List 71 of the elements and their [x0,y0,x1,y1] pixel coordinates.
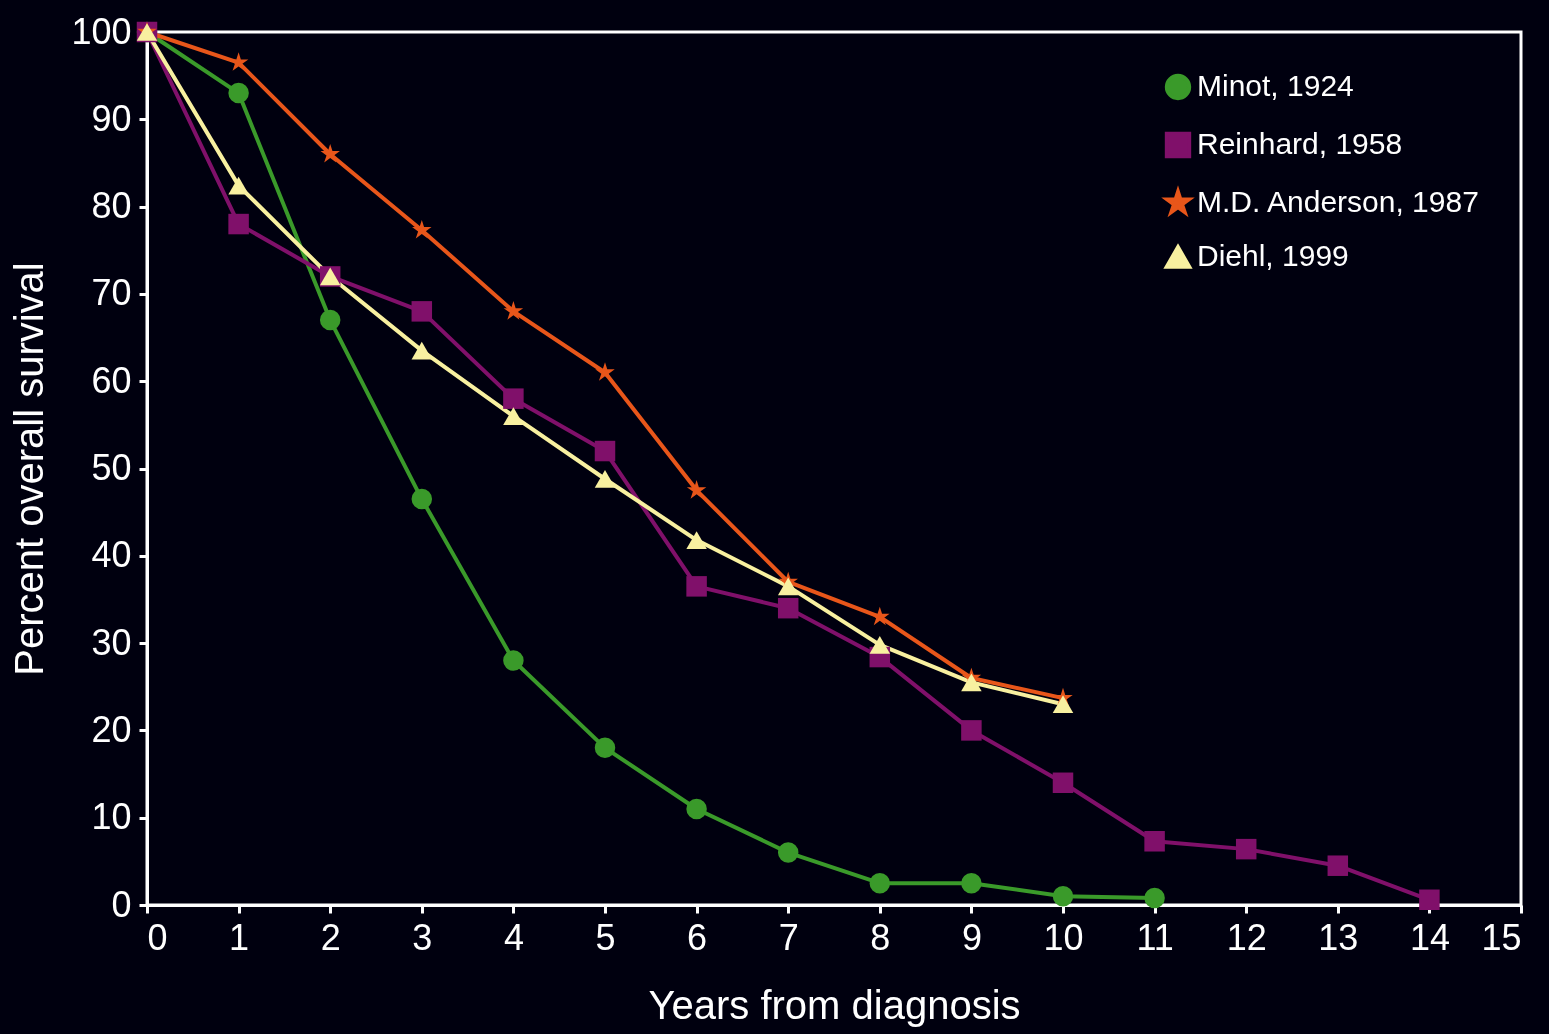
x-axis-title: Years from diagnosis [648,982,1021,1027]
point [1052,772,1074,794]
y-tick-label: 100 [71,10,132,52]
point [1144,887,1165,909]
point [869,872,891,894]
point [777,597,799,619]
x-tick-label: 11 [1136,916,1174,958]
point [777,842,799,863]
point [961,872,982,894]
point [686,531,707,549]
point [228,82,249,104]
x-tick-label: 10 [1043,916,1084,958]
point [961,720,982,741]
y-tick-label: 40 [91,534,132,576]
point [686,576,707,597]
point [777,577,799,596]
legend-label: Minot, 1924 [1197,69,1354,102]
point [1144,831,1165,852]
point [1235,838,1257,860]
x-tick-label: 1 [229,916,250,958]
point [228,176,249,195]
x-tick-label: 4 [503,916,524,958]
x-tick-label: 6 [687,916,708,958]
point [411,341,433,360]
point [594,737,616,759]
point [1419,889,1440,911]
legend-label: Reinhard, 1958 [1197,127,1403,160]
point [870,606,890,626]
legend-label: Diehl, 1999 [1197,239,1349,272]
point [1327,855,1349,876]
y-tick-label: 30 [91,621,132,663]
y-tick-label: 60 [91,359,132,401]
y-tick-label: 10 [91,796,132,838]
point [594,470,616,488]
point [869,635,891,654]
y-tick-label: 90 [91,97,132,139]
x-tick-label: 7 [778,916,799,958]
x-tick-label: 12 [1226,916,1267,958]
point [411,488,433,510]
x-tick-label: 15 [1481,916,1522,958]
x-tick-label: 8 [870,916,891,958]
point [320,143,340,163]
x-tick-label: 2 [320,916,341,958]
y-tick-label: 50 [91,447,132,488]
y-tick-label: 0 [111,883,132,925]
x-tick-label: 14 [1409,916,1450,958]
y-tick-label: 20 [91,708,132,750]
point [503,407,524,425]
point [412,219,432,239]
point [503,650,524,671]
x-tick-label: 5 [595,916,616,958]
point [319,309,341,331]
point [686,480,707,499]
point [961,673,982,692]
legend-label: M.D. Anderson, 1987 [1197,185,1479,218]
point [503,388,524,409]
point [503,301,524,320]
point [1052,695,1074,714]
x-tick-label: 0 [147,916,168,958]
point [1052,886,1074,907]
point [411,301,433,322]
point [594,440,616,462]
y-tick-label: 80 [91,185,132,227]
point [228,213,249,235]
point [595,362,615,381]
x-tick-label: 9 [961,916,982,958]
x-tick-label: 13 [1318,916,1359,958]
y-axis-title: Percent overall survival [7,262,52,676]
y-tick-label: 70 [91,272,132,314]
x-tick-label: 3 [412,916,433,958]
point [686,798,707,820]
